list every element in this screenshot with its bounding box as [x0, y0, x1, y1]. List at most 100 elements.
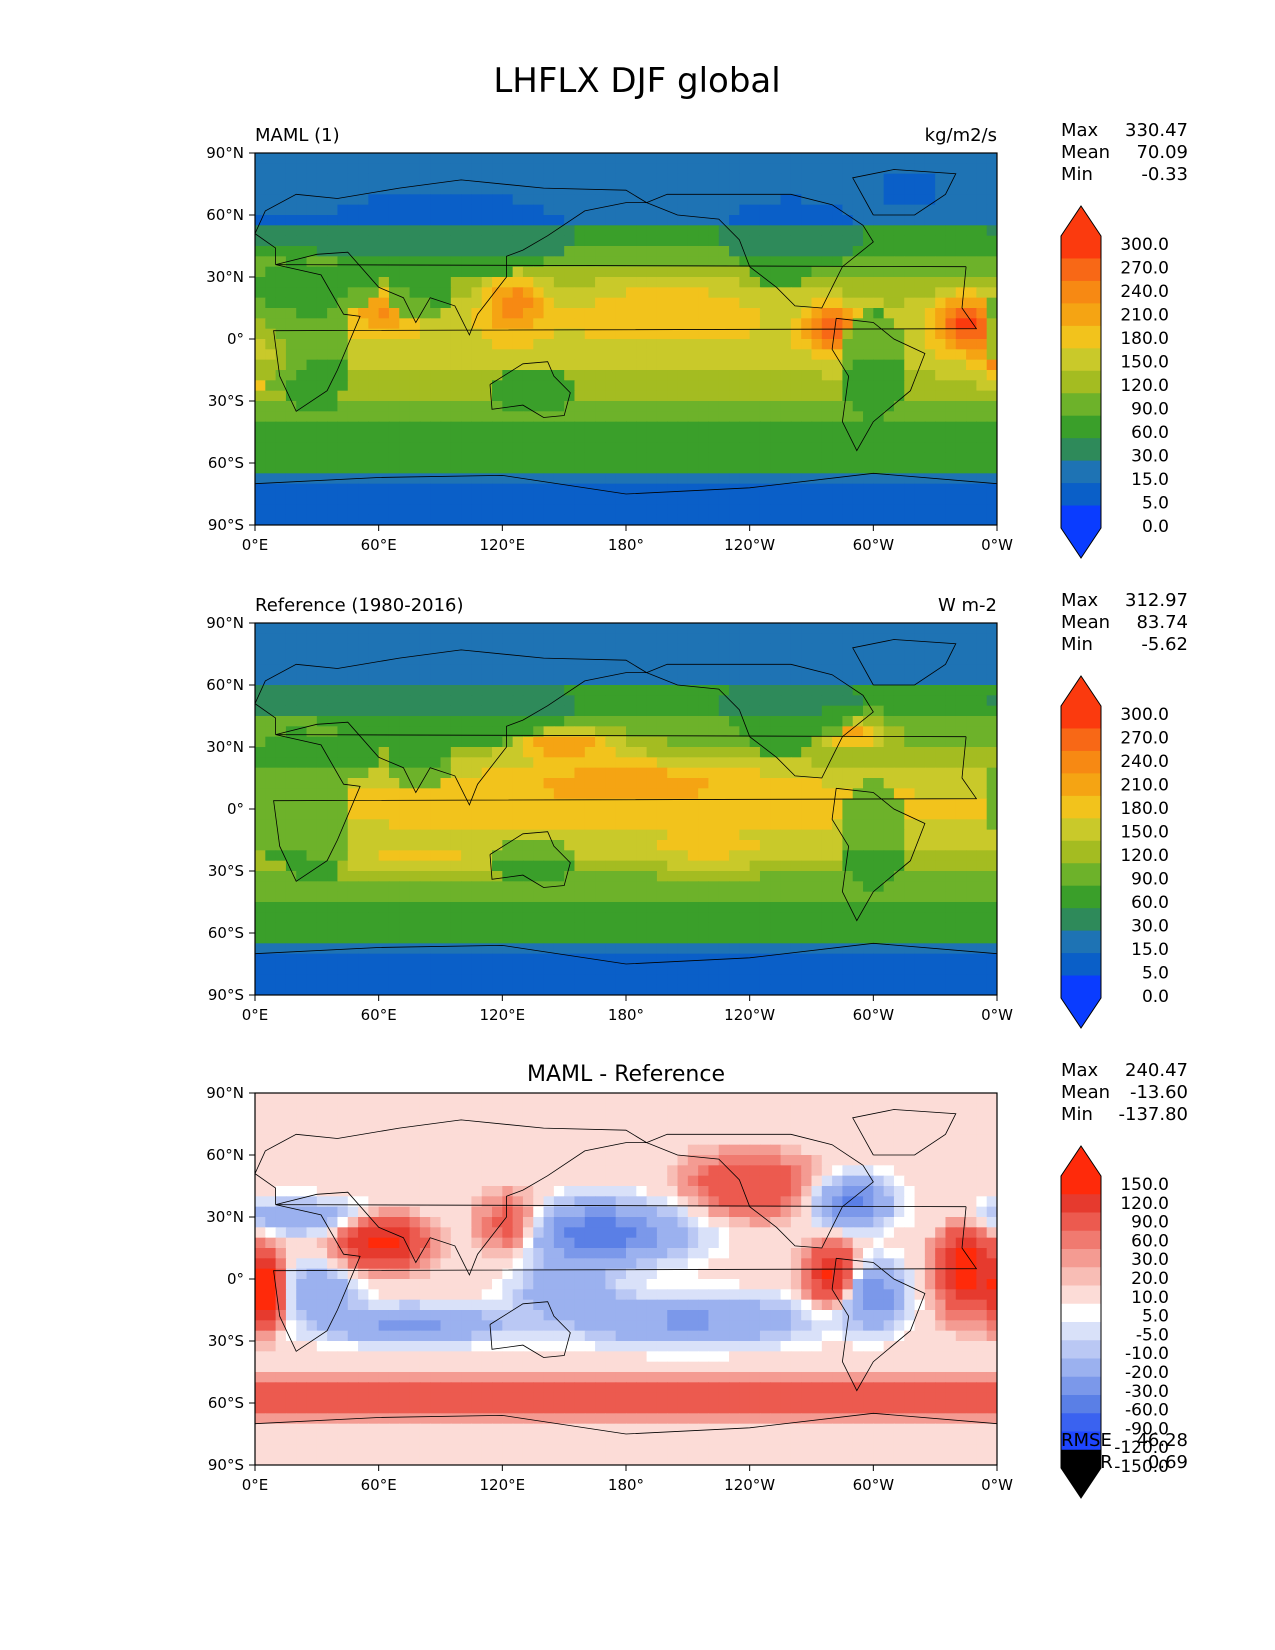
field-cell: [739, 483, 751, 495]
field-cell: [986, 452, 997, 464]
field-cell: [481, 871, 493, 882]
field-cell: [924, 840, 936, 851]
field-cell: [904, 297, 916, 309]
field-cell: [296, 705, 308, 717]
field-cell: [832, 819, 844, 831]
field-cell: [790, 633, 802, 645]
field-cell: [914, 514, 926, 525]
field-cell: [327, 421, 339, 433]
colorbar-segment: [1061, 236, 1101, 259]
field-cell: [873, 246, 885, 257]
field-cell: [409, 277, 421, 288]
field-cell: [646, 695, 658, 707]
field-cell: [914, 633, 926, 645]
field-cell: [450, 850, 462, 862]
field-cell: [378, 494, 390, 505]
field-cell: [296, 695, 308, 707]
field-cell: [553, 757, 565, 769]
field-cell: [388, 953, 400, 965]
field-cell: [388, 912, 400, 924]
field-cell: [966, 411, 977, 423]
field-cell: [595, 266, 606, 278]
field-cell: [327, 287, 339, 299]
field-cell: [626, 370, 637, 381]
field-cell: [966, 664, 977, 676]
field-cell: [522, 494, 534, 505]
field-cell: [584, 452, 596, 464]
field-cell: [832, 747, 844, 758]
field-cell: [430, 840, 442, 851]
field-cell: [399, 463, 411, 474]
field-cell: [904, 902, 916, 913]
field-cell: [626, 432, 637, 443]
field-cell: [945, 695, 957, 707]
field-cell: [677, 860, 689, 872]
field-cell: [759, 432, 771, 443]
field-cell: [306, 297, 318, 309]
field-cell: [729, 674, 740, 686]
field-cell: [450, 747, 462, 758]
field-cell: [306, 633, 318, 645]
field-cell: [955, 695, 967, 707]
field-cell: [492, 871, 503, 882]
field-cell: [708, 798, 720, 810]
field-cell: [605, 850, 617, 862]
field-cell: [729, 215, 740, 226]
field-cell: [481, 339, 493, 350]
field-cell: [883, 788, 895, 800]
field-cell: [615, 747, 627, 758]
field-cell: [708, 778, 720, 789]
field-cell: [842, 494, 854, 505]
field-cell: [873, 674, 885, 686]
field-cell: [780, 215, 792, 226]
field-cell: [358, 695, 369, 707]
field-cell: [574, 442, 586, 454]
field-cell: [698, 726, 710, 738]
field-cell: [842, 452, 854, 464]
field-cell: [708, 736, 720, 748]
field-cell: [708, 452, 720, 464]
field-cell: [388, 726, 400, 738]
field-cell: [976, 757, 988, 769]
field-cell: [316, 452, 328, 464]
field-cell: [893, 840, 905, 851]
field-cell: [708, 318, 720, 330]
field-cell: [626, 328, 637, 340]
field-cell: [358, 442, 369, 454]
field-cell: [316, 173, 328, 185]
field-cell: [368, 922, 380, 934]
field-cell: [347, 266, 359, 278]
field-cell: [945, 349, 957, 361]
field-cell: [718, 767, 730, 779]
field-cell: [893, 829, 905, 841]
field-cell: [337, 256, 349, 268]
field-cell: [883, 840, 895, 851]
field-cell: [285, 473, 297, 485]
field-cell: [533, 829, 545, 841]
field-cell: [739, 246, 751, 257]
field-cell: [780, 881, 792, 893]
field-cell: [935, 442, 947, 454]
coastline: [255, 179, 649, 336]
field-cell: [327, 184, 339, 195]
field-cell: [718, 163, 730, 175]
field-cell: [687, 401, 699, 412]
field-cell: [430, 411, 442, 423]
field-cell: [687, 623, 699, 634]
field-cell: [316, 370, 328, 381]
field-cell: [656, 483, 668, 495]
field-cell: [656, 504, 668, 516]
field-cell: [687, 473, 699, 485]
field-cell: [914, 860, 926, 872]
field-cell: [543, 287, 555, 299]
field-cell: [327, 685, 339, 696]
field-cell: [512, 204, 524, 216]
field-cell: [842, 421, 854, 433]
field-cell: [718, 643, 730, 655]
field-cell: [955, 757, 967, 769]
field-cell: [595, 633, 606, 645]
field-cell: [687, 308, 699, 319]
field-cell: [677, 432, 689, 443]
field-cell: [285, 809, 297, 820]
field-cell: [739, 840, 751, 851]
